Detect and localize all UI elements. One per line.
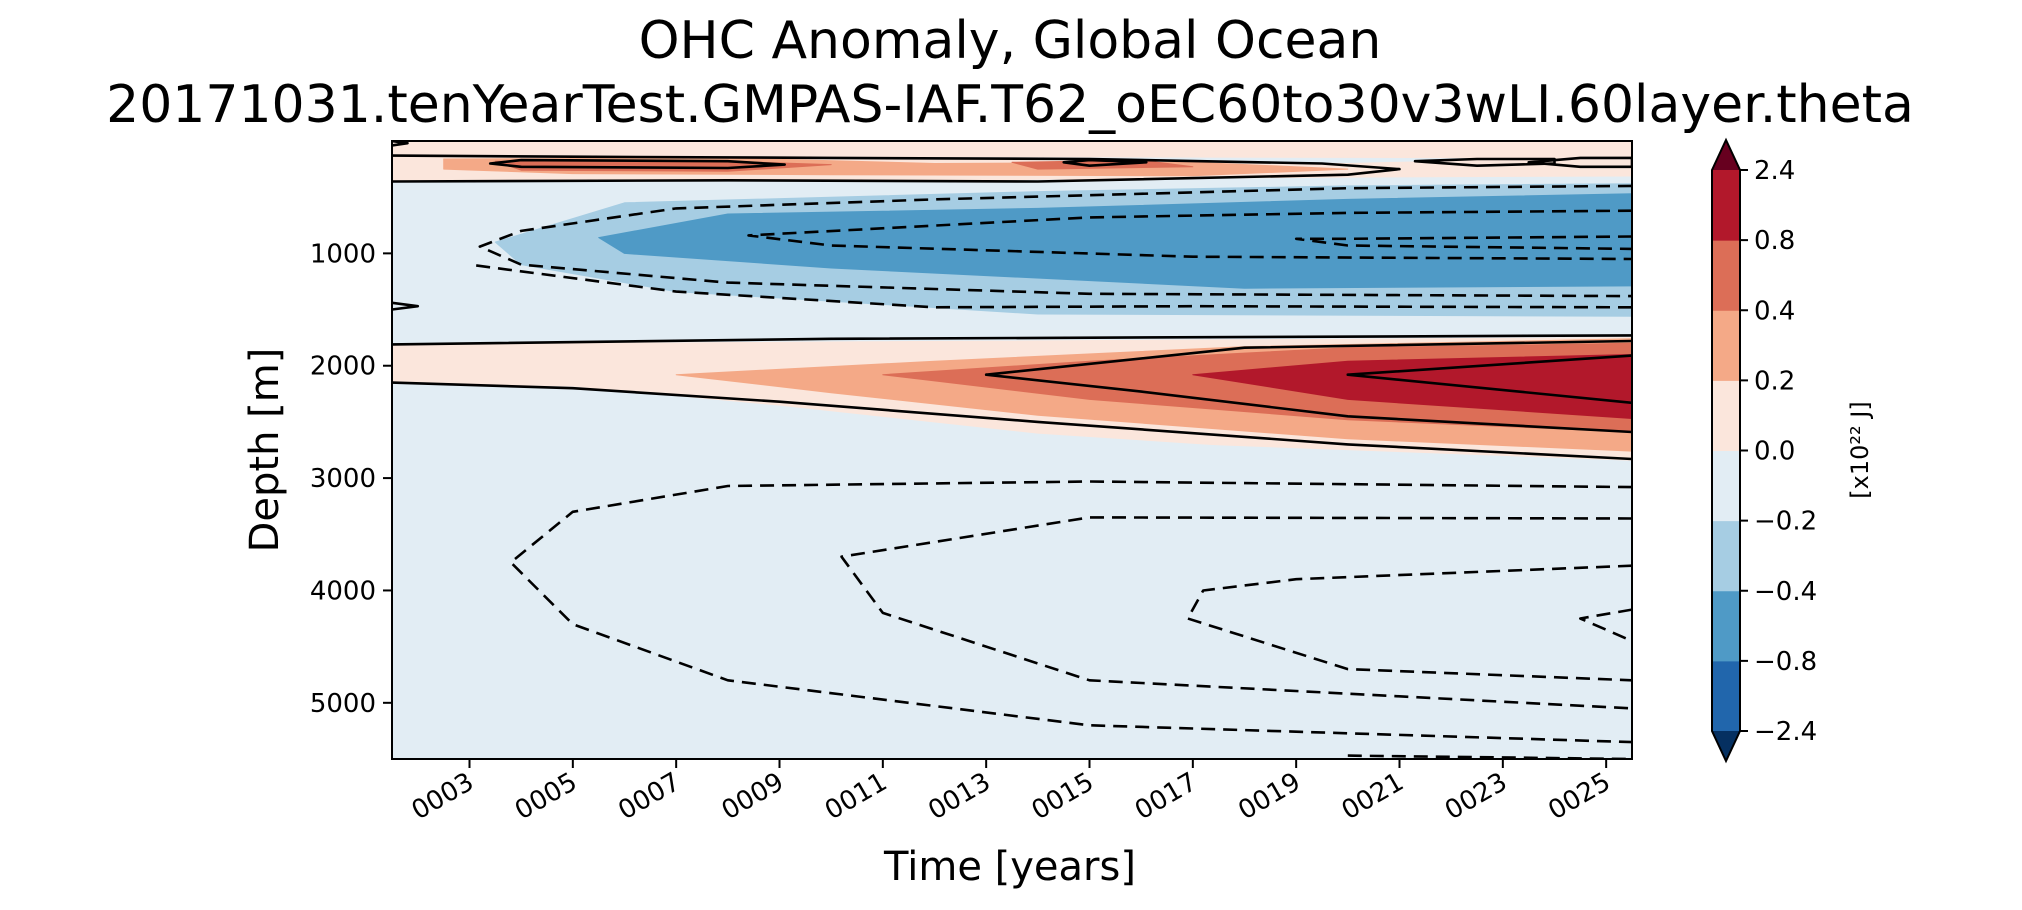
colorbar-segment: [1712, 170, 1740, 241]
x-tick-label: 0023: [1440, 767, 1512, 826]
contour-line-solid: [392, 301, 420, 311]
filled-contour-regions: [392, 141, 1632, 759]
contour-line-dashed: [478, 184, 1632, 298]
y-tick-label: 2000: [310, 352, 376, 382]
x-tick-label: 0025: [1543, 767, 1615, 826]
contour-line-solid: [984, 373, 1632, 434]
colorbar-tick-label: 2.4: [1754, 156, 1795, 186]
colorbar-tick-label: 0.8: [1754, 226, 1795, 256]
x-tick-label: 0009: [717, 767, 789, 826]
contour-line-dashed: [469, 263, 1632, 309]
x-tick-label: 0003: [407, 767, 479, 826]
contour-line-dashed: [509, 480, 1632, 744]
contour-line-solid: [984, 339, 1632, 377]
x-tick-label: 0017: [1130, 767, 1202, 826]
y-tick-label: 5000: [310, 689, 376, 719]
y-tick-label: 1000: [310, 239, 376, 269]
colorbar-segment: [1712, 520, 1740, 592]
colorbar-tick-label: −0.8: [1754, 647, 1817, 677]
colorbar-segment: [1712, 310, 1740, 381]
y-tick-label: 4000: [310, 576, 376, 606]
plot-frame: [391, 140, 1633, 760]
contour-line-dashed: [840, 516, 1632, 710]
contour-line-solid: [1346, 373, 1632, 405]
x-tick-label: 0019: [1233, 767, 1305, 826]
colorbar: [1711, 137, 1741, 764]
y-tick-label: 3000: [310, 464, 376, 494]
colorbar-label: [x10²² J]: [1846, 401, 1874, 498]
contour-line-solid: [488, 158, 787, 170]
colorbar-tick-label: 0.0: [1754, 437, 1795, 467]
x-tick-label: 0013: [923, 767, 995, 826]
colorbar-extend-high: [1712, 140, 1740, 170]
colorbar-tick-label: 0.2: [1754, 366, 1795, 396]
contour-fill-region: [443, 427, 1632, 759]
contour-line-solid: [1346, 354, 1632, 377]
x-tick-label: 0011: [820, 767, 892, 826]
plot-area: [391, 140, 1633, 760]
colorbar-ticks: −2.4 −0.8 −0.4 −0.2 0.0 0.2 0.4 0.8 2.4: [1740, 156, 1817, 747]
colorbar-tick-label: −0.4: [1754, 577, 1817, 607]
contour-line-dashed: [1579, 608, 1632, 643]
contour-fill-region: [1192, 354, 1632, 419]
contour-line-dashed: [747, 209, 1632, 261]
colorbar-tick-label: −2.4: [1754, 717, 1817, 747]
contour-line-dashed: [1347, 754, 1632, 759]
contour-line-solid: [1062, 158, 1148, 167]
contour-fill-region: [598, 193, 1632, 289]
chart-title-line2: 20171031.tenYearTest.GMPAS-IAF.T62_oEC60…: [106, 75, 1914, 135]
y-axis-label: Depth [m]: [242, 348, 288, 553]
contour-line-dashed: [1186, 564, 1632, 682]
x-tick-label: 0021: [1337, 767, 1409, 826]
colorbar-segment: [1712, 450, 1740, 522]
contour-line-solid: [1527, 156, 1632, 169]
colorbar-segment: [1712, 590, 1740, 662]
contour-lines: [392, 141, 1632, 759]
contour-line-solid: [392, 154, 1401, 183]
colorbar-segment: [1712, 240, 1740, 311]
colorbar-tick-label: −0.2: [1754, 507, 1817, 537]
colorbar-extend-low: [1712, 731, 1740, 761]
colorbar-segment: [1712, 660, 1740, 732]
x-tick-label: 0015: [1027, 767, 1099, 826]
x-axis-ticks: 0003 0005 0007 0009 0011 0013 0015 0017 0019 0021…: [407, 759, 1616, 826]
contour-fill-region: [392, 141, 1632, 159]
y-axis-ticks: 1000 2000 3000 4000 5000: [310, 239, 392, 719]
x-axis-label: Time [years]: [883, 844, 1136, 890]
colorbar-tick-label: 0.4: [1754, 296, 1795, 326]
contour-line-solid: [392, 334, 1632, 346]
colorbar-segment: [1712, 380, 1740, 451]
x-tick-label: 0005: [510, 767, 582, 826]
x-tick-label: 0007: [613, 767, 685, 826]
chart-title-line1: OHC Anomaly, Global Ocean: [639, 11, 1382, 71]
contour-line-solid: [392, 381, 1632, 461]
contour-line-dashed: [1294, 235, 1632, 251]
